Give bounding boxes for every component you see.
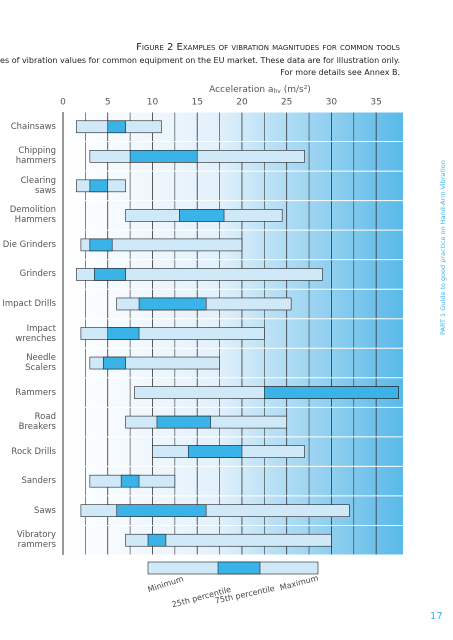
x-axis-label: Acceleration ahv (m/s²) — [209, 85, 311, 95]
category-label: Road Breakers — [18, 412, 56, 433]
note: For more details see Annex B. — [280, 68, 400, 77]
iqr-box — [102, 356, 126, 370]
category-label: Impact Drills — [2, 298, 56, 309]
iqr-box — [107, 120, 126, 134]
iqr-box — [187, 445, 243, 458]
title: Figure 2 Examples of vibration magnitude… — [136, 42, 400, 53]
x-tick-label: 0 — [60, 98, 66, 108]
iqr-box — [94, 268, 126, 281]
category-label: Clearing saws — [20, 175, 56, 196]
category-label: Chipping hammers — [15, 146, 56, 167]
x-tick-label: 25 — [281, 98, 292, 108]
x-label-sub: hv — [273, 88, 281, 95]
category-label: Vibratory rammers — [16, 530, 56, 551]
x-tick-label: 30 — [326, 98, 338, 108]
iqr-box — [156, 415, 211, 429]
category-label: Rock Drills — [11, 446, 56, 457]
range-box — [76, 268, 323, 281]
x-tick-label: 10 — [147, 98, 159, 108]
x-tick-label: 5 — [105, 98, 111, 108]
legend-label: Maximum — [279, 573, 320, 592]
category-label: Grinders — [19, 269, 56, 280]
x-tick-label: 35 — [370, 98, 381, 108]
subtitle: Ranges of vibration values for common eq… — [0, 56, 400, 65]
category-label: Die Grinders — [2, 239, 56, 250]
category-label: Saws — [34, 505, 56, 516]
page-number: 17 — [430, 611, 443, 622]
iqr-box — [89, 238, 113, 252]
iqr-box — [147, 533, 167, 547]
iqr-box — [264, 386, 399, 399]
x-tick-label: 20 — [236, 98, 248, 108]
iqr-box — [179, 209, 225, 222]
side-text: PART 1 Guide to good practice on Hand-Ar… — [439, 160, 447, 335]
range-box — [80, 238, 243, 252]
category-label: Impact wrenches — [15, 323, 56, 344]
iqr-box — [116, 504, 207, 518]
category-label: Rammers — [15, 387, 56, 398]
iqr-box — [120, 474, 140, 488]
iqr-box — [107, 327, 140, 340]
legend-iqr — [217, 561, 261, 575]
iqr-box — [138, 297, 207, 311]
x-tick-label: 15 — [191, 98, 202, 108]
category-label: Demolition Hammers — [9, 205, 56, 226]
iqr-box — [89, 179, 109, 193]
x-label-unit: (m/s²) — [281, 85, 311, 95]
legend-label: Minimum — [147, 574, 185, 594]
range-box — [125, 533, 332, 547]
category-label: Chainsaws — [10, 121, 56, 132]
x-label-main: Acceleration a — [209, 85, 273, 95]
iqr-box — [129, 150, 198, 163]
category-label: Sanders — [21, 476, 56, 487]
category-label: Needle Scalers — [25, 353, 56, 374]
